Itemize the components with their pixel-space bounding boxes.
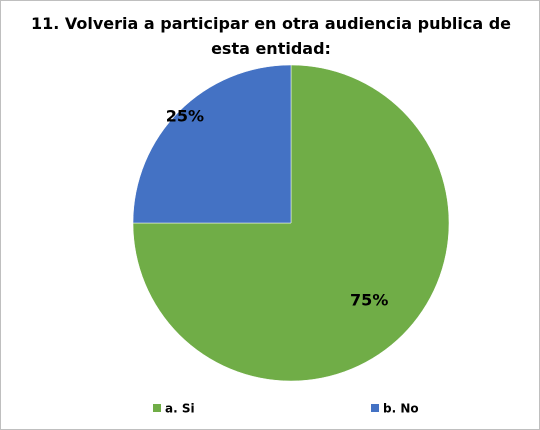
chart-title: 11. Volveria a participar en otra audien… (30, 14, 512, 58)
legend-swatch (371, 404, 379, 412)
data-label: 75% (350, 291, 388, 310)
legend-label: a. Si (165, 402, 195, 416)
data-label: 25% (166, 106, 204, 125)
legend-label: b. No (383, 402, 419, 416)
legend-swatch (153, 404, 161, 412)
pie-slice (132, 64, 292, 224)
